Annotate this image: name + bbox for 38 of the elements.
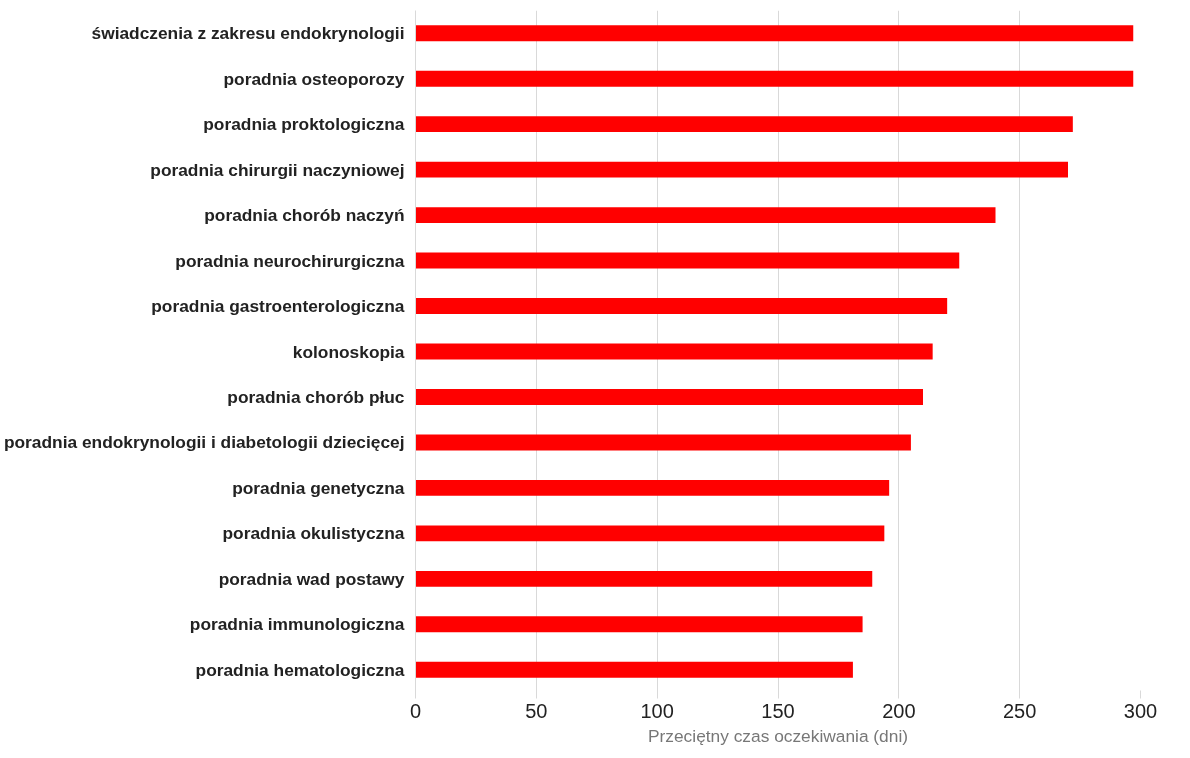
bar <box>415 570 873 587</box>
bar <box>415 661 853 678</box>
y-tick-label: poradnia endokrynologii i diabetologii dziecięcej <box>3 432 405 453</box>
x-tick-label: 300 <box>1123 699 1158 722</box>
bar <box>415 434 911 451</box>
bar <box>415 389 923 405</box>
y-tick-label: poradnia neurochirurgiczna <box>175 250 405 271</box>
bar <box>415 25 1134 42</box>
y-tick-label: świadczenia z zakresu endokrynologii <box>91 23 405 44</box>
y-tick-label: poradnia gastroenterologiczna <box>151 296 405 317</box>
y-tick-label: poradnia chorób naczyń <box>204 205 405 226</box>
bar <box>415 616 863 633</box>
y-tick-label: poradnia wad postawy <box>218 568 405 589</box>
x-tick-label: 150 <box>761 699 795 722</box>
bar <box>415 161 1068 178</box>
x-tick-label: 200 <box>882 699 916 722</box>
x-tick-label: 250 <box>1002 699 1037 722</box>
y-tick-label: poradnia okulistyczna <box>222 523 405 544</box>
bar <box>415 343 933 360</box>
bar <box>415 70 1134 87</box>
y-tick-label: poradnia genetyczna <box>232 477 405 498</box>
y-tick-label: poradnia chorób płuc <box>227 386 405 407</box>
bar <box>415 116 1073 133</box>
bar <box>415 298 948 314</box>
x-axis-title: Przeciętny czas oczekiwania (dni) <box>647 725 909 746</box>
bar <box>415 525 885 542</box>
y-tick-label: poradnia hematologiczna <box>195 659 405 680</box>
x-tick-label: 100 <box>640 699 674 722</box>
bar <box>415 207 996 224</box>
y-tick-label: poradnia chirurgii naczyniowej <box>150 159 405 180</box>
y-tick-label: poradnia osteoporozy <box>223 68 405 89</box>
x-tick-label: 50 <box>525 699 548 722</box>
y-tick-label: poradnia immunologiczna <box>189 614 405 635</box>
y-tick-label: kolonoskopia <box>292 341 405 362</box>
x-tick-label: 0 <box>409 699 422 722</box>
bar <box>415 479 890 496</box>
y-tick-label: poradnia proktologiczna <box>203 114 405 135</box>
bar <box>415 252 960 269</box>
